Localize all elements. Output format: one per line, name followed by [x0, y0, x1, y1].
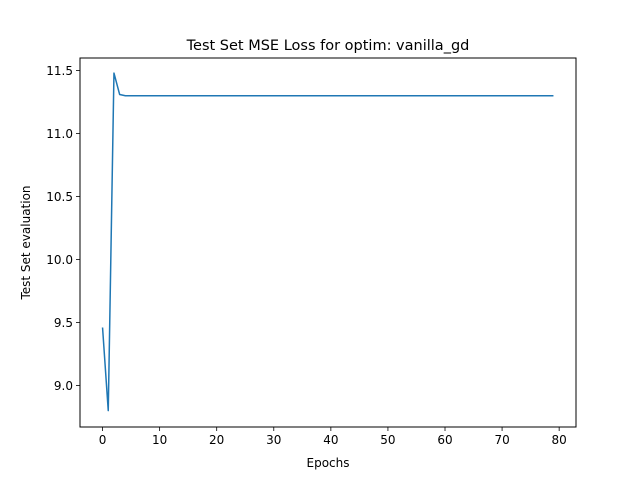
- y-tick-label: 11.0: [46, 127, 73, 141]
- y-tick-label: 9.5: [54, 316, 73, 330]
- y-tick-label: 10.0: [46, 253, 73, 267]
- x-axis-label: Epochs: [307, 456, 350, 470]
- y-tick-label: 9.0: [54, 379, 73, 393]
- y-tick-label: 11.5: [46, 64, 73, 78]
- y-tick-label: 10.5: [46, 190, 73, 204]
- x-tick-label: 0: [99, 433, 107, 447]
- series-line-0: [101, 72, 554, 412]
- y-axis-label: Test Set evaluation: [19, 185, 33, 300]
- x-tick-label: 30: [266, 433, 281, 447]
- x-tick-label: 10: [152, 433, 167, 447]
- y-axis: 9.0 9.5 10.0 10.5 11.0 11.5: [46, 64, 80, 393]
- x-tick-label: 40: [323, 433, 338, 447]
- x-tick-label: 60: [437, 433, 452, 447]
- x-tick-label: 20: [209, 433, 224, 447]
- x-tick-label: 70: [494, 433, 509, 447]
- x-tick-label: 80: [552, 433, 567, 447]
- plot-frame: [79, 57, 577, 428]
- series-layer: [101, 72, 554, 412]
- x-axis: 0 10 20 30 40 50 60 70 80: [99, 427, 567, 447]
- chart-title: Test Set MSE Loss for optim: vanilla_gd: [186, 38, 470, 54]
- x-tick-label: 50: [380, 433, 395, 447]
